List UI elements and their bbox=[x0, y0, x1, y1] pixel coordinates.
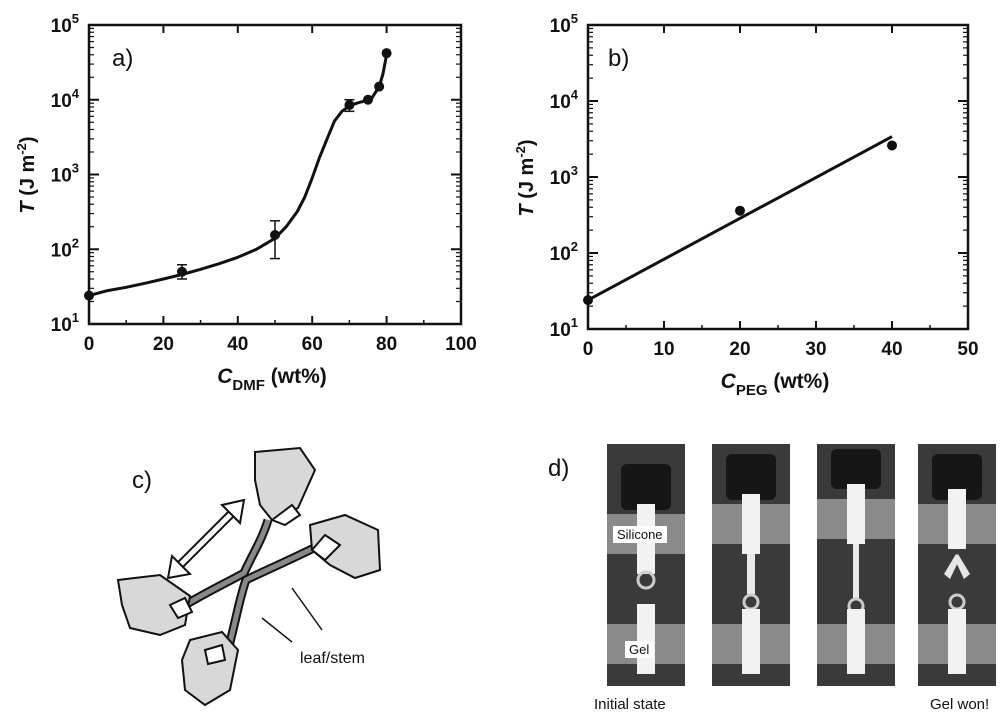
y-tick-label: 105 bbox=[550, 11, 578, 37]
y-tick-label: 101 bbox=[51, 310, 79, 336]
data-points-a bbox=[84, 48, 392, 301]
x-tick-label: 40 bbox=[227, 334, 248, 355]
y-tick-label: 104 bbox=[550, 87, 579, 113]
axis-ticks-b: 0 10 20 30 40 50 101 102 103 104 105 bbox=[550, 11, 979, 360]
x-tick-label: 10 bbox=[653, 339, 674, 360]
y-tick-label: 102 bbox=[550, 239, 578, 265]
data-point bbox=[363, 94, 373, 105]
x-tick-label: 30 bbox=[805, 339, 826, 360]
photo-frame-2 bbox=[712, 444, 790, 686]
panel-label-d: d) bbox=[548, 455, 569, 482]
y-tick-label: 103 bbox=[51, 161, 79, 187]
x-tick-label: 20 bbox=[153, 334, 174, 355]
data-point bbox=[270, 230, 280, 241]
panel-label-a: a) bbox=[112, 45, 133, 72]
y-axis-label-a: T (J m-2) bbox=[14, 136, 39, 213]
caption-initial-state: Initial state bbox=[594, 696, 666, 713]
data-point bbox=[177, 266, 187, 277]
data-point bbox=[84, 290, 94, 301]
panel-label-c: c) bbox=[132, 467, 152, 494]
panel-label-b: b) bbox=[608, 45, 629, 72]
y-tick-label: 105 bbox=[51, 11, 79, 37]
x-tick-label: 40 bbox=[881, 339, 902, 360]
silicone-tag: Silicone bbox=[613, 526, 667, 543]
gel-tag: Gel bbox=[625, 641, 654, 658]
photo-frame-4 bbox=[918, 444, 996, 686]
annotation-leaf-stem: leaf/stem bbox=[300, 650, 365, 667]
y-tick-label: 101 bbox=[550, 315, 578, 341]
data-point bbox=[583, 295, 593, 306]
x-tick-label: 50 bbox=[957, 339, 978, 360]
x-tick-label: 60 bbox=[302, 334, 323, 355]
y-tick-label: 104 bbox=[51, 86, 80, 112]
fit-line-b bbox=[587, 135, 893, 302]
y-tick-label: 103 bbox=[550, 163, 578, 189]
x-axis-label-a: CDMF (wt%) bbox=[217, 365, 327, 394]
hand-left-icon bbox=[116, 573, 194, 637]
hand-right-icon bbox=[308, 513, 382, 580]
plot-frame-b bbox=[586, 23, 970, 331]
photo-frame-3 bbox=[817, 444, 895, 686]
data-point bbox=[887, 140, 897, 151]
y-axis-label-b: T (J m-2) bbox=[513, 139, 538, 216]
double-arrow-icon bbox=[166, 498, 246, 580]
x-tick-label: 0 bbox=[84, 334, 95, 355]
chart-panel-a: a) 0 20 40 60 80 100 101 102 103 104 105 T (J m-2)… bbox=[14, 11, 477, 394]
photo-frame-1: Silicone Gel bbox=[607, 444, 685, 686]
fit-curve-path bbox=[88, 54, 389, 298]
x-tick-label: 0 bbox=[583, 339, 594, 360]
data-point bbox=[381, 48, 392, 59]
data-point bbox=[344, 100, 355, 111]
annotation-leader-2 bbox=[291, 587, 323, 631]
axis-ticks-a: 0 20 40 60 80 100 101 102 103 104 105 bbox=[51, 11, 477, 355]
data-point bbox=[374, 81, 385, 92]
data-points-b bbox=[583, 140, 897, 306]
x-axis-label-b: CPEG (wt%) bbox=[721, 370, 830, 399]
y-tick-label: 102 bbox=[51, 235, 79, 261]
annotation-leader-1 bbox=[261, 617, 293, 643]
x-tick-label: 80 bbox=[376, 334, 397, 355]
data-point bbox=[735, 205, 745, 216]
plot-frame-a bbox=[87, 23, 463, 326]
x-tick-label: 100 bbox=[445, 334, 477, 355]
illustration-hands-pulling: c) bbox=[116, 446, 382, 707]
caption-gel-won: Gel won! bbox=[930, 696, 990, 713]
x-tick-label: 20 bbox=[729, 339, 750, 360]
fit-line-path bbox=[587, 135, 893, 302]
stem-strands bbox=[177, 518, 323, 652]
hand-bottom-icon bbox=[180, 630, 240, 707]
hand-top-icon bbox=[254, 446, 317, 527]
fit-curve-a bbox=[88, 54, 389, 298]
